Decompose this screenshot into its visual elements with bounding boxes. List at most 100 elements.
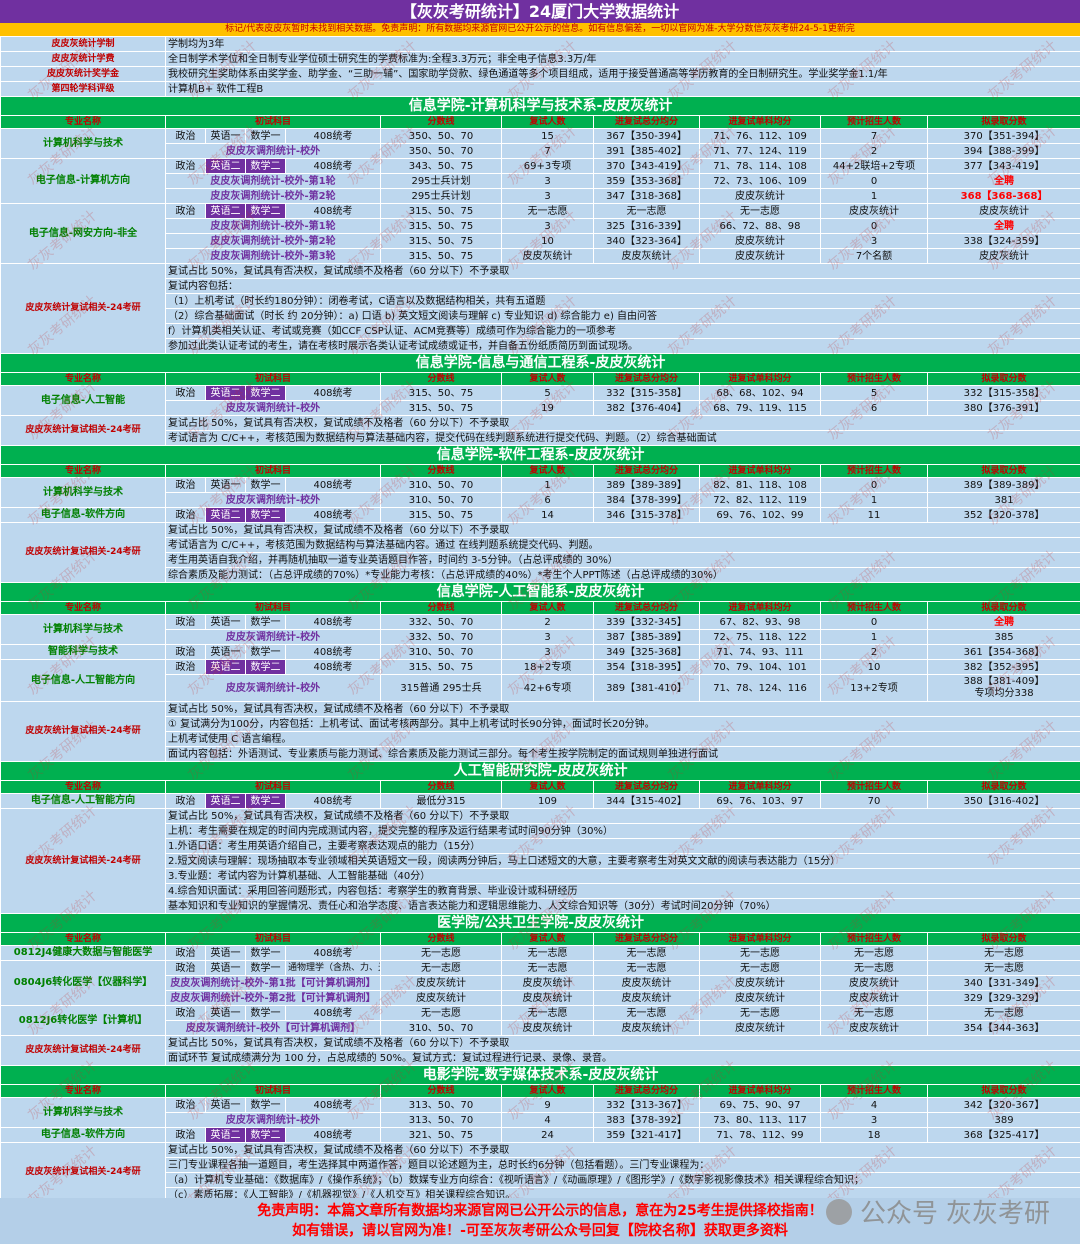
cell-admission: 342【320-367】 bbox=[926, 1097, 1080, 1113]
table-row: 计算机科学与技术 政治 英语一 数学一 408统考 313、50、70 9 332【313-3… bbox=[0, 1097, 1080, 1128]
column-header: 进复试总分均分 bbox=[593, 115, 700, 129]
cell-plan: 44+2联培+2专项 bbox=[820, 158, 928, 174]
cell-admission: 389 bbox=[926, 1112, 1080, 1128]
subject-major: 408统考 bbox=[285, 385, 381, 401]
cell-avg: 387【385-389】 bbox=[593, 629, 700, 645]
subject-major: 408统考 bbox=[285, 793, 381, 809]
subject-major: 408统考 bbox=[285, 1097, 381, 1113]
cell-plan: 3 bbox=[820, 1112, 928, 1128]
cell-n: 皮皮灰统计 bbox=[501, 248, 594, 264]
column-header: 分数线 bbox=[380, 780, 502, 794]
column-header: 进复试总分均分 bbox=[593, 601, 700, 615]
footer-disclaimer: 免责声明：本篇文章所有数据均来源官网已公开公示的信息，意在为25考生提供择校指南… bbox=[0, 1198, 1080, 1244]
cell-plan: 2 bbox=[820, 644, 928, 660]
cell-single: 82、81、118、108 bbox=[699, 477, 821, 493]
cell-n: 无一志愿 bbox=[501, 203, 594, 219]
cell-avg: 347【318-368】 bbox=[593, 188, 700, 204]
column-header-row: 专业名称 初试科目 分数线 复试人数 进复试总分均分 进复试单科均分 预计招生人数 拟录取分数 bbox=[0, 115, 1080, 129]
table-row: 电子信息-软件方向 政治 英语二 数学二 408统考 315、50、75 14 346【315… bbox=[0, 507, 1080, 523]
note-row: ① 复试满分为100分，内容包括：上机考试、面试考核两部分。其中上机考试时长90… bbox=[1, 716, 1080, 732]
table-row: 皮皮灰调剂统计-校外 315、50、75 19 382【376-404】 68、79、1… bbox=[1, 400, 1080, 416]
cell-n: 14 bbox=[501, 507, 594, 523]
cell-admission: 377【343-419】 bbox=[926, 158, 1080, 174]
column-header: 拟录取分数 bbox=[926, 601, 1080, 615]
cell-n: 19 bbox=[501, 400, 594, 416]
subject-major: 408统考 bbox=[285, 659, 381, 675]
column-header: 分数线 bbox=[380, 932, 502, 946]
page-title: 【灰灰考研统计】24厦门大学数据统计 bbox=[0, 0, 1080, 23]
column-header: 预计招生人数 bbox=[820, 1084, 928, 1098]
subject-politics: 政治 bbox=[165, 793, 206, 809]
cell-single: 71、78、114、108 bbox=[699, 158, 821, 174]
column-header: 进复试总分均分 bbox=[593, 372, 700, 386]
info-row: 皮皮灰统计学制 学制均为3年 bbox=[0, 36, 1080, 52]
cell-single: 皮皮灰统计 bbox=[699, 1020, 821, 1036]
column-header: 专业名称 bbox=[0, 115, 166, 129]
table-row: 皮皮灰调剂统计-校外-第1轮 295士兵计划 3 359【353-368】 72、73、… bbox=[1, 173, 1080, 189]
subject-major: 408统考 bbox=[285, 507, 381, 523]
column-header: 复试人数 bbox=[501, 372, 594, 386]
cell-plan: 1 bbox=[820, 188, 928, 204]
note-text: 基本知识和专业知识的掌握情况、责任心和治学态度、语言表达能力和逻辑思维能力、人文… bbox=[164, 898, 1080, 914]
subject-major: 408统考 bbox=[285, 945, 381, 961]
cell-avg: 皮皮灰统计 bbox=[593, 248, 700, 264]
column-header: 预计招生人数 bbox=[820, 464, 928, 478]
subject-politics: 政治 bbox=[165, 659, 206, 675]
cell-admission: 无一志愿 bbox=[926, 960, 1080, 976]
subject-major: 通物理学（含热、力、光、电 bbox=[285, 960, 381, 976]
cell-admission: 370【351-394】 bbox=[926, 128, 1080, 144]
column-header: 进复试单科均分 bbox=[699, 464, 821, 478]
column-header: 拟录取分数 bbox=[926, 780, 1080, 794]
cell-single: 皮皮灰统计 bbox=[699, 188, 821, 204]
cell-avg: 皮皮灰统计 bbox=[593, 975, 700, 991]
cell-plan: 无一志愿 bbox=[820, 945, 928, 961]
section-title: 信息学院-人工智能系-皮皮灰统计 bbox=[0, 582, 1080, 602]
cell-n: 3 bbox=[501, 629, 594, 645]
subject-english: 英语一 bbox=[205, 960, 246, 976]
info-row: 第四轮学科评级 计算机B+ 软件工程B bbox=[0, 81, 1080, 97]
cell-admission: 全聘 bbox=[926, 173, 1080, 189]
adjust-label: 皮皮灰调剂统计-校外-第3轮 bbox=[165, 248, 381, 264]
column-header: 复试人数 bbox=[501, 601, 594, 615]
cell-line: 310、50、70 bbox=[380, 492, 502, 508]
cell-avg: 354【318-395】 bbox=[593, 659, 700, 675]
cell-line: 315、50、75 bbox=[380, 400, 502, 416]
adjust-label: 皮皮灰调剂统计-校外-第1轮 bbox=[165, 218, 381, 234]
major-name: 电子信息-计算机方向 bbox=[0, 158, 166, 204]
cell-n: 42+6专项 bbox=[501, 674, 594, 702]
column-header: 专业名称 bbox=[0, 780, 166, 794]
column-header: 进复试单科均分 bbox=[699, 372, 821, 386]
table-row: 计算机科学与技术 政治 英语一 数学一 408统考 350、50、70 15 367【350-… bbox=[0, 128, 1080, 159]
cell-admission: 388【381-409】 专项均分338 bbox=[926, 674, 1080, 702]
cell-line: 321、50、75 bbox=[380, 1127, 502, 1143]
column-header: 复试人数 bbox=[501, 464, 594, 478]
section-title-row: 信息学院-软件工程系-皮皮灰统计 bbox=[0, 445, 1080, 465]
cell-admission: 无一志愿 bbox=[926, 945, 1080, 961]
cell-single: 69、76、103、97 bbox=[699, 793, 821, 809]
cell-plan: 3 bbox=[820, 233, 928, 249]
note-row: 上机考试使用 C 语言编程。 bbox=[1, 731, 1080, 747]
subject-english: 英语二 bbox=[205, 507, 246, 523]
cell-admission: 352【320-378】 bbox=[926, 507, 1080, 523]
note-text: 综合素质及能力测试：（占总评成绩的70%）*专业能力考核：（占总评成绩的40%）… bbox=[164, 567, 1080, 583]
cell-avg: 344【315-402】 bbox=[593, 793, 700, 809]
cell-line: 295士兵计划 bbox=[380, 173, 502, 189]
cell-admission: 350【316-402】 bbox=[926, 793, 1080, 809]
column-header-row: 专业名称 初试科目 分数线 复试人数 进复试总分均分 进复试单科均分 预计招生人数 拟录取分数 bbox=[0, 372, 1080, 386]
subject-major: 408统考 bbox=[285, 203, 381, 219]
adjust-label: 皮皮灰调剂统计-校外 bbox=[165, 1112, 381, 1128]
cell-n: 1 bbox=[501, 477, 594, 493]
cell-avg: 359【353-368】 bbox=[593, 173, 700, 189]
column-header: 预计招生人数 bbox=[820, 780, 928, 794]
note-row: 皮皮灰统计复试相关-24考研 复试占比 50%，复试具有否决权，复试成绩不及格者（… bbox=[0, 522, 1080, 583]
subject-math: 数学二 bbox=[245, 203, 286, 219]
info-label: 皮皮灰统计学费 bbox=[0, 51, 166, 67]
cell-single: 68、68、102、94 bbox=[699, 385, 821, 401]
cell-n: 3 bbox=[501, 644, 594, 660]
cell-single: 无一志愿 bbox=[699, 203, 821, 219]
retest-label: 皮皮灰统计复试相关-24考研 bbox=[0, 1035, 166, 1066]
column-header-row: 专业名称 初试科目 分数线 复试人数 进复试总分均分 进复试单科均分 预计招生人数 拟录取分数 bbox=[0, 932, 1080, 946]
cell-line: 315普通 295士兵 bbox=[380, 674, 502, 702]
subject-major: 408统考 bbox=[285, 1005, 381, 1021]
subject-politics: 政治 bbox=[165, 477, 206, 493]
